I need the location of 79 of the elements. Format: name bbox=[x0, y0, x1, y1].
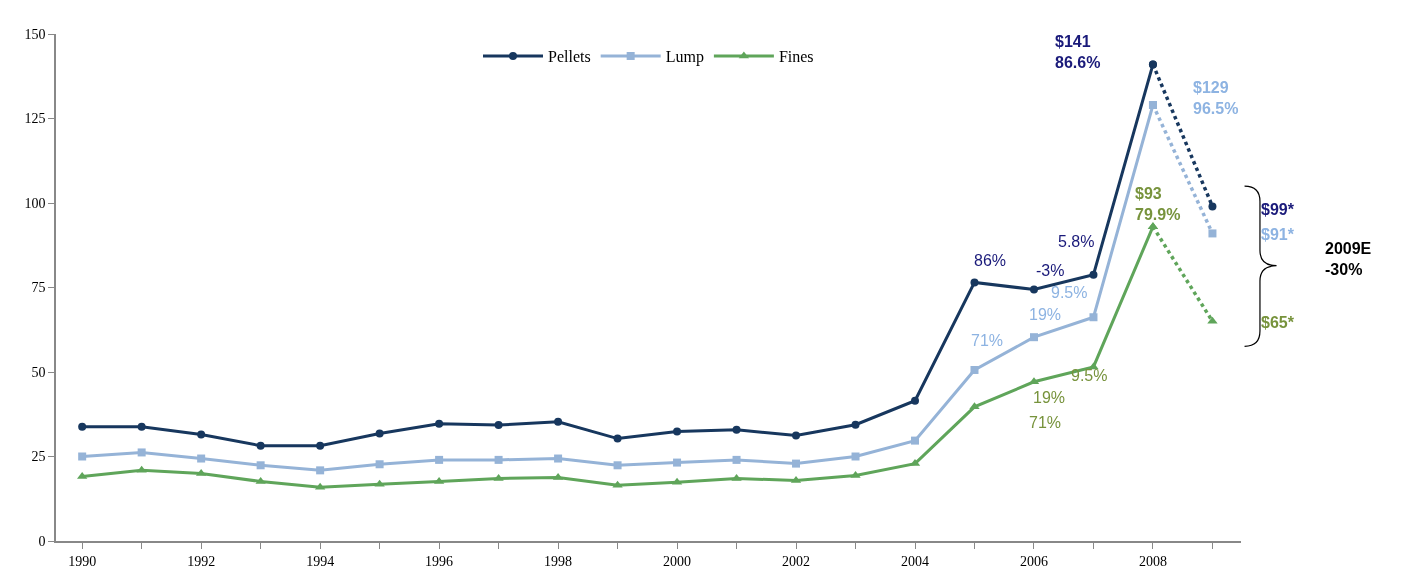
annotation: 9.5% bbox=[1051, 284, 1088, 301]
y-tick-label: 150 bbox=[24, 26, 46, 42]
x-tick-label: 1990 bbox=[68, 553, 97, 569]
x-tick-label: 1996 bbox=[425, 553, 454, 569]
point bbox=[1029, 333, 1038, 342]
point bbox=[493, 473, 504, 481]
point bbox=[256, 441, 265, 450]
point bbox=[78, 452, 87, 461]
y-tick-label: 75 bbox=[31, 280, 46, 296]
point bbox=[732, 425, 741, 434]
annotation: 86% bbox=[974, 252, 1007, 269]
x-tick-label: 2008 bbox=[1138, 553, 1167, 569]
point bbox=[1089, 313, 1098, 322]
point bbox=[851, 452, 860, 461]
point bbox=[732, 455, 741, 464]
point bbox=[911, 396, 920, 405]
point bbox=[792, 459, 801, 468]
x-tick-label: 2004 bbox=[901, 553, 930, 569]
y-tick-label: 125 bbox=[24, 111, 46, 127]
point bbox=[851, 420, 860, 429]
y-tick-label: 100 bbox=[24, 195, 46, 211]
point bbox=[435, 419, 444, 428]
point bbox=[554, 417, 563, 426]
point bbox=[137, 448, 146, 457]
x-tick-label: 2002 bbox=[782, 553, 811, 569]
annotation: $129 96.5% bbox=[1193, 79, 1239, 117]
annotation: 71% bbox=[1029, 414, 1062, 431]
annotation: 19% bbox=[1033, 389, 1066, 406]
point bbox=[197, 430, 206, 439]
point bbox=[375, 460, 384, 469]
y-tick-label: 0 bbox=[38, 533, 46, 549]
point bbox=[613, 434, 622, 443]
point bbox=[850, 470, 861, 478]
point bbox=[731, 473, 742, 481]
y-tick-label: 50 bbox=[31, 364, 46, 380]
point bbox=[197, 454, 206, 463]
annotation: $93 79.9% bbox=[1135, 185, 1181, 223]
point bbox=[1029, 285, 1038, 294]
point bbox=[494, 455, 503, 464]
point bbox=[1208, 229, 1217, 238]
annotation: 9.5% bbox=[1071, 367, 1108, 384]
point bbox=[673, 427, 682, 436]
text: $65* bbox=[1261, 314, 1295, 331]
annotation: 5.8% bbox=[1058, 233, 1095, 250]
point bbox=[1208, 202, 1217, 211]
point bbox=[911, 436, 920, 445]
y-tick-label: 25 bbox=[31, 449, 46, 465]
text: $91* bbox=[1261, 226, 1295, 243]
point bbox=[673, 458, 682, 467]
annotation: 71% bbox=[971, 332, 1004, 349]
point bbox=[970, 365, 979, 374]
point bbox=[494, 421, 503, 430]
point bbox=[435, 455, 444, 464]
point bbox=[78, 422, 87, 431]
point bbox=[613, 461, 622, 470]
point bbox=[136, 465, 147, 473]
legend-label: Pellets bbox=[548, 48, 591, 66]
text: $99* bbox=[1261, 201, 1295, 218]
point bbox=[969, 402, 980, 410]
point bbox=[375, 429, 384, 438]
point bbox=[1089, 270, 1098, 279]
x-tick-label: 2006 bbox=[1019, 553, 1048, 569]
legend-label: Fines bbox=[778, 48, 814, 66]
x-tick-label: 1994 bbox=[306, 553, 335, 569]
point bbox=[554, 454, 563, 463]
point bbox=[137, 422, 146, 431]
annotation: $141 86.6% bbox=[1055, 33, 1101, 71]
point bbox=[792, 431, 801, 440]
x-tick-label: 1992 bbox=[187, 553, 216, 569]
point bbox=[970, 278, 979, 287]
x-tick-label: 1998 bbox=[544, 553, 573, 569]
point bbox=[256, 461, 265, 470]
legend-label: Lump bbox=[665, 48, 704, 67]
annotation: -3% bbox=[1036, 262, 1065, 279]
annotation: 19% bbox=[1029, 306, 1062, 323]
x-tick-label: 2000 bbox=[663, 553, 692, 569]
point bbox=[316, 466, 325, 475]
text: 2009E -30% bbox=[1325, 240, 1372, 278]
point bbox=[316, 441, 325, 450]
